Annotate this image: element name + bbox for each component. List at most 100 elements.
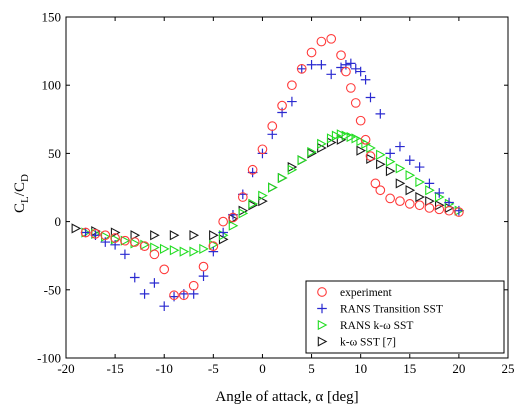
data-point	[150, 230, 160, 241]
legend-marker	[317, 336, 328, 347]
data-point	[80, 227, 91, 238]
data-point	[296, 63, 307, 74]
data-point	[385, 156, 396, 167]
data-point	[277, 172, 288, 184]
legend-item: experiment	[317, 287, 393, 299]
data-point	[90, 229, 101, 239]
data-point	[355, 115, 366, 126]
data-point	[376, 149, 386, 160]
data-point	[385, 166, 396, 177]
legend-marker	[317, 303, 327, 314]
data-point	[434, 188, 445, 198]
data-point	[415, 191, 425, 203]
legend-marker	[317, 287, 327, 297]
data-point	[316, 36, 327, 47]
data-point	[110, 233, 120, 243]
data-point	[385, 193, 395, 204]
y-tick-label: -100	[37, 351, 61, 366]
data-point	[405, 170, 416, 181]
data-point	[218, 216, 229, 227]
y-label-sub-d: D	[19, 174, 31, 182]
y-label-sep: /C	[12, 182, 28, 196]
legend-item: RANS Transition SST	[317, 304, 443, 316]
data-point	[365, 92, 376, 103]
x-tick-label: -20	[57, 361, 74, 376]
data-point	[434, 200, 445, 211]
y-tick-label: 50	[48, 146, 61, 161]
data-point	[306, 59, 317, 70]
data-point	[188, 280, 199, 291]
data-point	[404, 199, 415, 209]
data-point	[444, 197, 454, 208]
legend-item: k-ω SST [7]	[317, 336, 396, 349]
data-point	[238, 208, 249, 219]
data-point	[454, 207, 464, 217]
data-point	[306, 47, 317, 58]
data-point	[199, 243, 209, 254]
data-point	[287, 96, 297, 107]
x-tick-label: 10	[354, 361, 367, 376]
data-point	[370, 178, 381, 189]
data-point	[268, 182, 278, 193]
data-point	[395, 178, 406, 189]
data-point	[169, 230, 180, 241]
data-point	[375, 185, 386, 196]
data-point	[385, 148, 395, 159]
data-point	[258, 190, 268, 201]
x-tick-label: 0	[259, 361, 266, 376]
y-tick-label: -50	[44, 282, 61, 297]
data-point	[326, 133, 337, 144]
data-point	[336, 50, 346, 61]
data-point	[129, 272, 140, 283]
data-point	[355, 66, 366, 77]
data-point	[434, 204, 445, 215]
data-point	[268, 182, 278, 193]
data-point	[277, 172, 288, 184]
legend-label: experiment	[340, 287, 393, 299]
data-point	[188, 289, 199, 299]
series-1	[80, 58, 464, 311]
data-point	[287, 164, 298, 175]
data-point	[237, 192, 248, 202]
data-point	[405, 185, 416, 196]
data-point	[120, 235, 131, 246]
data-point	[258, 196, 268, 207]
data-markers	[71, 33, 465, 311]
plot-frame	[65, 16, 509, 359]
data-point	[169, 290, 179, 301]
data-point	[360, 134, 371, 145]
data-point	[208, 246, 219, 257]
data-point	[139, 289, 150, 299]
data-point	[208, 241, 219, 252]
x-tick-label: -5	[208, 361, 219, 376]
series-0	[80, 33, 464, 301]
data-point	[179, 246, 190, 257]
data-point	[277, 100, 287, 111]
data-point	[100, 230, 111, 241]
data-point	[149, 249, 160, 260]
data-point	[129, 237, 140, 247]
legend-item: RANS k-ω SST	[317, 319, 413, 332]
legend-box	[305, 280, 505, 354]
data-point	[351, 133, 362, 144]
data-point	[336, 134, 347, 145]
data-point	[326, 33, 337, 44]
data-point	[415, 176, 425, 188]
data-point	[444, 205, 454, 216]
data-point	[424, 178, 435, 189]
x-tick-label: 5	[308, 361, 315, 376]
x-tick-label: -15	[106, 361, 123, 376]
data-point	[277, 107, 287, 118]
y-tick-label: 150	[42, 10, 62, 25]
data-point	[404, 155, 415, 166]
data-point	[169, 245, 180, 256]
data-point	[120, 235, 130, 246]
data-point	[228, 220, 239, 231]
data-point	[341, 59, 351, 70]
data-point	[209, 230, 219, 241]
data-point	[218, 227, 228, 238]
data-point	[80, 227, 91, 238]
data-point	[375, 109, 386, 119]
data-point	[296, 64, 307, 74]
y-tick-label: 0	[55, 214, 62, 229]
